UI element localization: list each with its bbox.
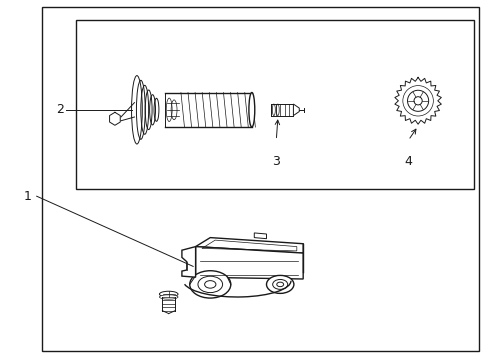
Polygon shape — [182, 247, 195, 277]
Ellipse shape — [248, 93, 254, 127]
Ellipse shape — [159, 291, 178, 297]
Polygon shape — [394, 77, 441, 124]
Text: 1: 1 — [24, 190, 32, 203]
Ellipse shape — [276, 282, 283, 287]
Ellipse shape — [159, 295, 178, 299]
Ellipse shape — [189, 271, 230, 298]
Text: 4: 4 — [404, 155, 411, 168]
Text: 2: 2 — [56, 103, 63, 116]
Polygon shape — [195, 238, 303, 253]
Ellipse shape — [413, 97, 421, 105]
Bar — [76, 20, 473, 189]
Ellipse shape — [266, 275, 293, 293]
Ellipse shape — [407, 90, 428, 111]
Polygon shape — [293, 104, 299, 116]
Bar — [41, 7, 478, 351]
Text: 3: 3 — [272, 155, 280, 168]
Polygon shape — [254, 233, 266, 239]
Polygon shape — [195, 247, 303, 279]
Ellipse shape — [204, 281, 216, 288]
